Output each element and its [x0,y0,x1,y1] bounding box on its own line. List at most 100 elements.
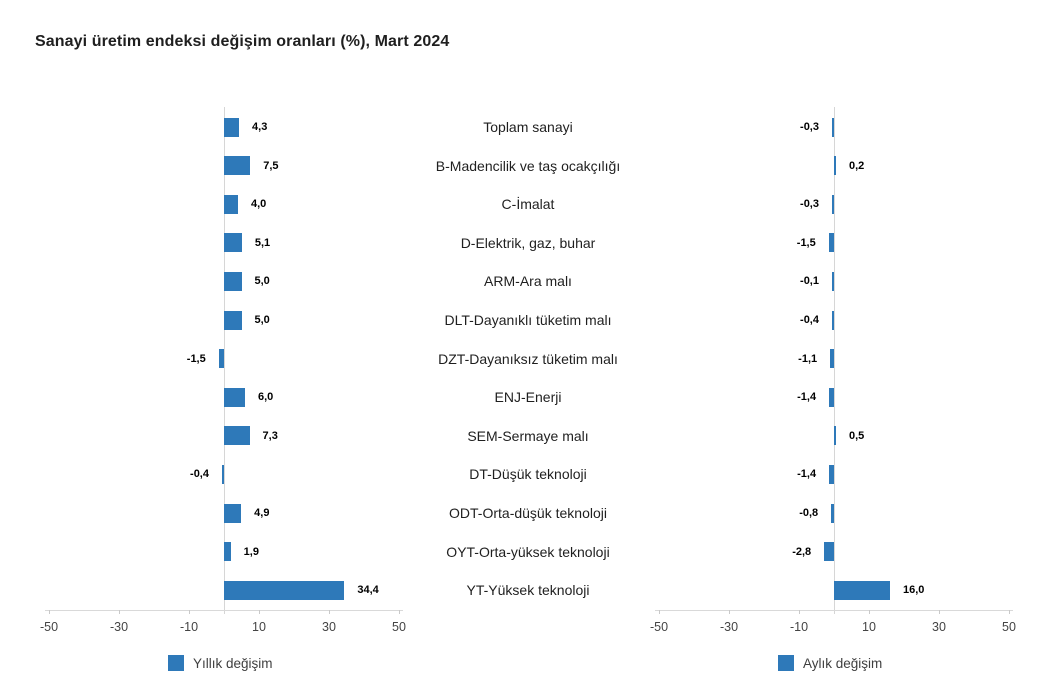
category-label: B-Madencilik ve taş ocakçılığı [435,157,621,174]
x-tick-label: -50 [649,620,669,634]
category-label: Toplam sanayi [483,119,573,135]
x-tick-label: -50 [39,620,59,634]
bar [834,426,836,446]
zero-axis-line [834,107,835,614]
category-label: C-İmalat [501,196,555,213]
x-axis-tick [399,610,400,614]
legend-label-monthly: Aylık değişim [803,655,883,671]
x-tick-label: 10 [862,620,876,634]
category-label: ENJ-Enerji [494,389,562,406]
category-label: DZT-Dayanıksız tüketim malı [438,350,618,367]
value-label: 1,9 [243,545,259,558]
value-label: 5,0 [254,275,270,288]
bar [222,464,224,484]
bar [832,117,834,137]
bar [224,503,242,523]
category-label: D-Elektrik, gaz, buhar [460,234,596,251]
bar [224,310,242,330]
category-label: OYT-Orta-yüksek teknoloji [446,543,610,560]
value-label: -2,8 [792,545,812,558]
value-label: -0,3 [800,198,819,211]
x-axis-line [655,610,1013,611]
legend-annual: Yıllık değişim [168,655,273,671]
x-tick-label: 50 [392,620,406,634]
x-axis-tick [659,610,660,614]
bar [224,542,231,562]
category-label: ARM-Ara malı [484,273,572,290]
legend-swatch-annual [168,655,184,671]
x-axis-tick [259,610,260,614]
x-tick-label: 30 [932,620,946,634]
legend-monthly: Aylık değişim [778,655,882,671]
x-axis-tick [729,610,730,614]
legend-label-annual: Yıllık değişim [193,655,273,671]
bar [224,580,345,600]
value-label: -0,4 [190,468,209,481]
category-label: YT-Yüksek teknoloji [466,582,590,599]
x-axis-tick [1009,610,1010,614]
bar [832,271,834,291]
x-axis-tick [329,610,330,614]
value-label: 5,1 [254,236,271,249]
x-axis-line [45,610,403,611]
bar [834,580,890,600]
bar [224,156,251,176]
x-tick-label: 10 [252,620,266,634]
bar [829,387,834,407]
bar [224,194,238,214]
bar [830,349,834,369]
value-label: 7,5 [263,159,279,172]
bar [834,156,836,176]
value-label: -0,1 [800,275,819,288]
bar [828,233,834,253]
value-label: 5,0 [254,314,270,326]
value-label: 4,3 [252,121,268,133]
x-tick-label: 30 [322,620,336,634]
value-label: 4,9 [254,507,270,519]
x-axis-tick [799,610,800,614]
bar [224,387,245,407]
category-label: DT-Düşük teknoloji [469,466,587,483]
category-label: ODT-Orta-düşük teknoloji [449,505,607,521]
value-label: 0,2 [849,159,865,172]
value-label: -1,5 [796,236,816,249]
bar [224,271,242,291]
value-label: 0,5 [849,429,865,442]
value-label: 34,4 [357,584,379,597]
legend-swatch-monthly [778,655,794,671]
value-label: -1,4 [797,391,817,404]
x-axis-tick [189,610,190,614]
bar [218,349,224,369]
bar [832,310,834,330]
bar [224,233,242,253]
bar [832,194,834,214]
value-label: -1,5 [186,352,206,365]
value-label: -0,8 [799,507,819,519]
x-axis-tick [49,610,50,614]
x-tick-label: 50 [1002,620,1016,634]
x-tick-label: -30 [719,620,739,634]
zero-axis-line [224,107,225,614]
bar [824,542,834,562]
bar [224,426,250,446]
chart-title: Sanayi üretim endeksi değişim oranları (… [35,33,450,50]
category-label: DLT-Dayanıklı tüketim malı [444,312,612,328]
value-label: 6,0 [258,391,274,404]
x-tick-label: -10 [179,620,199,634]
x-tick-label: -10 [789,620,809,634]
value-label: -0,3 [800,121,819,133]
value-label: -1,1 [798,352,818,365]
x-axis-tick [119,610,120,614]
bar [831,503,834,523]
category-label: SEM-Sermaye malı [467,427,589,444]
value-label: -0,4 [800,314,819,326]
value-label: -1,4 [797,468,817,481]
x-axis-tick [869,610,870,614]
bar [224,117,240,137]
x-axis-tick [939,610,940,614]
value-label: 16,0 [903,584,925,597]
x-tick-label: -30 [109,620,129,634]
value-label: 7,3 [262,429,278,442]
value-label: 4,0 [251,198,267,211]
